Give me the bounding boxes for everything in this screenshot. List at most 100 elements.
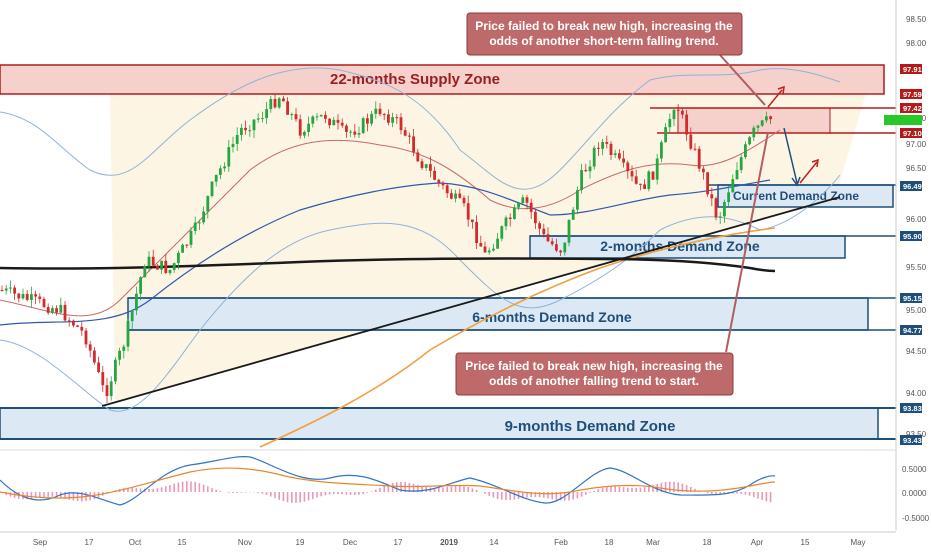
hist-bar-104 xyxy=(438,488,440,492)
candle-body-79 xyxy=(332,120,335,125)
hist-bar-45 xyxy=(190,481,192,492)
candle-body-35 xyxy=(148,257,151,267)
hist-bar-108 xyxy=(455,486,457,492)
hist-bar-107 xyxy=(451,486,453,492)
candle-body-177 xyxy=(744,144,747,157)
hist-bar-117 xyxy=(493,492,495,498)
hist-bar-106 xyxy=(446,487,448,492)
hist-bar-33 xyxy=(140,488,142,492)
candle-body-14 xyxy=(59,305,62,313)
candle-body-46 xyxy=(194,223,197,231)
hist-bar-35 xyxy=(148,489,150,492)
candle-body-173 xyxy=(727,192,730,202)
hist-bar-149 xyxy=(627,488,629,492)
tag-94.77: 94.77 xyxy=(903,326,922,335)
y-tick-96.50: 96.50 xyxy=(906,164,927,173)
hist-bar-181 xyxy=(761,492,763,500)
candle-body-23 xyxy=(97,363,100,373)
candle-body-2 xyxy=(9,288,12,289)
indicator-line-blue xyxy=(0,457,775,505)
candle-body-94 xyxy=(395,117,398,118)
candle-body-68 xyxy=(286,101,289,114)
candle-body-103 xyxy=(433,171,436,180)
candle-body-52 xyxy=(219,168,222,175)
callout-top-line1: Price failed to break new high, increasi… xyxy=(475,19,733,33)
candle-body-21 xyxy=(89,344,92,350)
candle-body-174 xyxy=(731,179,734,192)
candle-body-105 xyxy=(442,183,445,185)
candle-body-113 xyxy=(475,222,478,243)
y-tick-94.00: 94.00 xyxy=(906,389,927,398)
tag-93.83: 93.83 xyxy=(903,404,922,413)
hist-bar-72 xyxy=(304,492,306,502)
hist-bar-110 xyxy=(463,486,465,492)
hist-bar-143 xyxy=(602,488,604,492)
candle-body-100 xyxy=(421,161,424,168)
candle-body-74 xyxy=(311,117,314,124)
hist-bar-105 xyxy=(442,487,444,492)
candle-body-117 xyxy=(492,249,495,251)
candle-body-157 xyxy=(660,142,663,158)
candle-body-102 xyxy=(429,164,432,171)
candle-body-162 xyxy=(681,111,684,115)
candle-body-18 xyxy=(76,326,79,327)
candle-body-155 xyxy=(652,172,655,180)
hist-bar-128 xyxy=(539,492,541,497)
candle-body-135 xyxy=(568,220,571,243)
candle-body-59 xyxy=(248,130,251,131)
candle-body-90 xyxy=(379,109,382,114)
candle-body-167 xyxy=(702,169,705,173)
hist-bar-89 xyxy=(375,490,377,492)
hist-bar-183 xyxy=(770,492,772,502)
hist-bar-78 xyxy=(329,492,331,494)
candle-body-26 xyxy=(110,381,113,396)
nine-month-demand-zone xyxy=(0,408,878,439)
x-tick-sep: Sep xyxy=(33,538,48,547)
candle-body-169 xyxy=(710,194,713,198)
hist-bar-88 xyxy=(371,491,373,492)
y-tick-97.00: 97.00 xyxy=(906,140,927,149)
candle-body-101 xyxy=(425,164,428,168)
candle-body-151 xyxy=(635,176,638,183)
hist-bar-112 xyxy=(472,488,474,492)
candle-body-121 xyxy=(509,218,512,219)
hist-bar-66 xyxy=(278,492,280,500)
hist-bar-54 xyxy=(228,492,230,493)
candle-body-159 xyxy=(668,119,671,127)
hist-bar-62 xyxy=(262,492,264,494)
candle-body-182 xyxy=(765,116,768,120)
tag-97.10: 97.10 xyxy=(903,129,922,138)
candle-body-99 xyxy=(416,152,419,161)
candle-body-48 xyxy=(202,212,205,223)
y-tick-98.00: 98.00 xyxy=(906,39,927,48)
candle-body-86 xyxy=(362,118,365,133)
y-tick-98.50: 98.50 xyxy=(906,15,927,24)
candle-body-45 xyxy=(190,231,193,245)
candle-body-98 xyxy=(412,136,415,152)
candle-body-58 xyxy=(244,128,247,130)
indicator-ticks: 0.5000 0.0000 -0.5000 xyxy=(902,465,930,523)
candle-body-15 xyxy=(64,305,67,320)
hist-bar-57 xyxy=(241,492,243,493)
hist-bar-177 xyxy=(745,492,747,495)
candle-body-148 xyxy=(622,159,625,163)
hist-bar-151 xyxy=(635,488,637,492)
candle-body-172 xyxy=(723,202,726,216)
candle-body-9 xyxy=(38,297,41,299)
candle-body-36 xyxy=(152,257,155,266)
candle-body-0 xyxy=(1,290,4,291)
hist-bar-182 xyxy=(766,492,768,501)
indicator-line-orange xyxy=(0,468,775,498)
candle-body-77 xyxy=(324,115,327,119)
hist-bar-80 xyxy=(337,492,339,494)
hist-bar-87 xyxy=(367,492,369,493)
six-month-demand-zone-label: 6-months Demand Zone xyxy=(472,309,632,325)
candle-body-82 xyxy=(345,126,348,132)
candle-body-183 xyxy=(769,116,772,119)
hist-bar-116 xyxy=(488,492,490,496)
candle-body-115 xyxy=(484,247,487,253)
x-tick-mar: Mar xyxy=(646,538,660,547)
hist-bar-43 xyxy=(182,482,184,492)
hist-bar-94 xyxy=(396,482,398,492)
hist-bar-147 xyxy=(619,487,621,492)
